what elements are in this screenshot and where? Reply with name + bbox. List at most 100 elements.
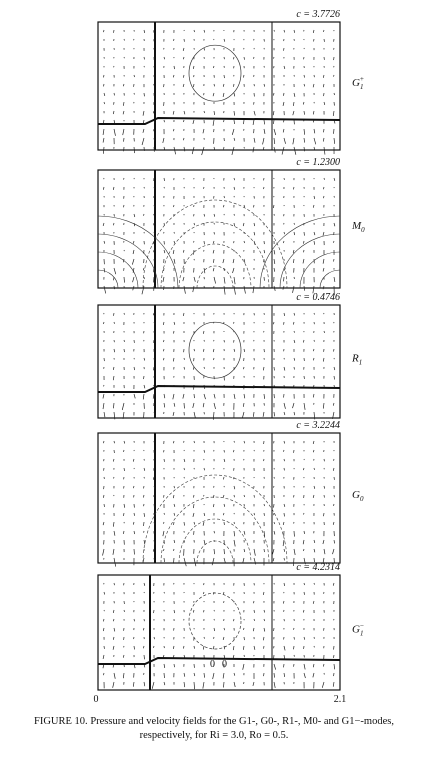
velocity-arrow bbox=[233, 110, 235, 116]
velocity-arrow bbox=[213, 494, 215, 498]
velocity-arrow bbox=[303, 636, 306, 640]
velocity-arrow bbox=[242, 411, 245, 419]
velocity-arrow bbox=[253, 618, 255, 621]
contour bbox=[178, 243, 252, 289]
mode-sub: 1 bbox=[360, 83, 364, 91]
velocity-arrow bbox=[102, 402, 105, 410]
velocity-arrow bbox=[293, 146, 297, 155]
velocity-arrow bbox=[142, 267, 145, 271]
velocity-arrow bbox=[233, 672, 236, 676]
velocity-arrow bbox=[262, 137, 265, 145]
velocity-arrow bbox=[273, 128, 277, 136]
velocity-arrow bbox=[243, 285, 246, 294]
velocity-arrow bbox=[192, 512, 195, 517]
velocity-arrow bbox=[191, 146, 195, 155]
velocity-arrow bbox=[232, 645, 235, 651]
velocity-arrow bbox=[332, 467, 335, 471]
caption-text: Pressure and velocity fields for the G1-… bbox=[90, 716, 394, 727]
velocity-arrow bbox=[303, 591, 305, 595]
velocity-arrow bbox=[113, 411, 116, 420]
velocity-arrow bbox=[123, 512, 125, 516]
velocity-arrow bbox=[143, 357, 146, 361]
velocity-arrow bbox=[113, 672, 116, 679]
velocity-arrow bbox=[193, 672, 196, 677]
panel: c = 4.2314 G1− 0 0 bbox=[97, 562, 364, 691]
velocity-arrow bbox=[323, 146, 326, 155]
velocity-arrow bbox=[333, 539, 335, 544]
velocity-arrow bbox=[303, 339, 305, 343]
velocity-arrow bbox=[292, 285, 295, 293]
velocity-arrow bbox=[183, 458, 186, 463]
velocity-arrow bbox=[153, 321, 155, 325]
velocity-arrow bbox=[163, 249, 166, 254]
mode-sup: − bbox=[359, 622, 364, 630]
contour bbox=[188, 321, 242, 379]
velocity-arrow bbox=[232, 258, 235, 264]
velocity-arrow bbox=[213, 258, 215, 263]
velocity-arrow bbox=[112, 681, 115, 688]
velocity-arrow bbox=[102, 222, 105, 227]
velocity-arrow bbox=[263, 366, 265, 371]
velocity-arrow bbox=[113, 128, 116, 136]
velocity-arrow bbox=[113, 119, 116, 124]
velocity-arrow bbox=[222, 636, 225, 640]
interface bbox=[98, 116, 341, 125]
panel: c = 1.2300 M0 bbox=[97, 157, 365, 296]
velocity-arrow bbox=[162, 276, 165, 282]
velocity-arrow bbox=[252, 119, 255, 126]
velocity-arrow bbox=[282, 128, 285, 133]
velocity-arrow bbox=[213, 83, 215, 87]
mode-sup: + bbox=[359, 75, 364, 83]
velocity-arrow bbox=[173, 440, 175, 444]
velocity-arrow bbox=[213, 627, 216, 632]
velocity-arrow bbox=[163, 548, 165, 552]
velocity-arrow bbox=[103, 240, 106, 244]
velocity-arrow bbox=[253, 137, 256, 143]
velocity-arrow bbox=[233, 348, 236, 352]
velocity-arrow bbox=[122, 654, 125, 658]
velocity-arrow bbox=[322, 137, 325, 142]
velocity-arrow bbox=[253, 645, 256, 650]
velocity-arrow bbox=[183, 56, 185, 60]
velocity-arrow bbox=[252, 681, 255, 687]
contour-label: 0 bbox=[210, 659, 215, 670]
velocity-arrow bbox=[293, 548, 296, 555]
velocity-arrow bbox=[243, 74, 245, 78]
velocity-arrow bbox=[231, 128, 235, 135]
velocity-arrow bbox=[243, 366, 245, 370]
velocity-arrow bbox=[193, 83, 195, 88]
velocity-arrow bbox=[112, 458, 115, 462]
velocity-arrow bbox=[282, 101, 285, 107]
velocity-arrow bbox=[173, 609, 175, 614]
velocity-arrow bbox=[313, 240, 315, 245]
contour-label: 0 bbox=[222, 659, 227, 670]
velocity-arrow bbox=[173, 65, 175, 70]
velocity-arrow bbox=[242, 402, 245, 407]
velocity-arrow bbox=[113, 557, 117, 567]
velocity-arrow bbox=[172, 110, 175, 115]
velocity-arrow bbox=[303, 467, 305, 471]
velocity-arrow bbox=[333, 222, 336, 227]
velocity-arrow bbox=[102, 128, 105, 135]
velocity-arrow bbox=[252, 146, 255, 153]
axis-left: 0 bbox=[94, 694, 99, 705]
velocity-arrow bbox=[233, 119, 235, 125]
velocity-arrow bbox=[173, 240, 175, 244]
velocity-arrow bbox=[112, 186, 115, 190]
velocity-arrow bbox=[283, 231, 285, 235]
interface bbox=[98, 656, 341, 665]
velocity-arrow bbox=[133, 530, 135, 535]
velocity-arrow bbox=[113, 627, 116, 632]
velocity-arrow bbox=[193, 494, 195, 498]
velocity-arrow bbox=[113, 530, 116, 536]
velocity-arrow bbox=[292, 402, 295, 409]
velocity-arrow bbox=[312, 672, 315, 678]
velocity-arrow bbox=[332, 582, 335, 586]
velocity-arrow bbox=[273, 119, 275, 124]
velocity-arrow bbox=[323, 330, 325, 334]
velocity-arrow bbox=[273, 258, 276, 264]
velocity-arrow bbox=[233, 276, 236, 285]
velocity-arrow bbox=[113, 222, 115, 226]
c-label: c = 1.2300 bbox=[296, 157, 340, 168]
